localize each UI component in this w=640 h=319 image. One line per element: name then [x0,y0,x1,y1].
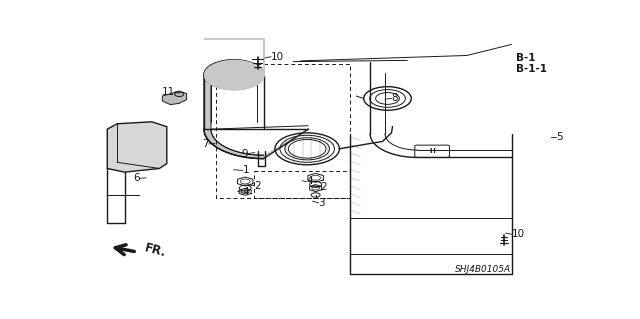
Polygon shape [163,91,187,105]
Text: 4: 4 [306,176,313,187]
Text: 4: 4 [242,187,249,197]
Text: 6: 6 [133,173,140,183]
Text: 8: 8 [392,93,398,103]
Bar [216,64,350,198]
Bar [253,171,350,198]
Text: 11: 11 [162,87,175,97]
Text: FR.: FR. [143,241,168,260]
Text: 5: 5 [556,131,563,142]
Text: 3: 3 [319,198,325,208]
Text: 2: 2 [255,181,261,191]
Text: 7: 7 [202,139,209,149]
Text: B-1
B-1-1: B-1 B-1-1 [516,53,547,74]
FancyBboxPatch shape [415,145,449,157]
Text: 9: 9 [241,149,248,159]
Polygon shape [204,75,308,159]
Polygon shape [108,122,167,172]
Text: SHJ4B0105A: SHJ4B0105A [456,265,511,274]
Text: 2: 2 [320,182,326,192]
Text: 10: 10 [511,229,525,239]
Text: 1: 1 [243,166,250,175]
Text: H: H [429,148,435,154]
Text: 10: 10 [271,52,284,62]
